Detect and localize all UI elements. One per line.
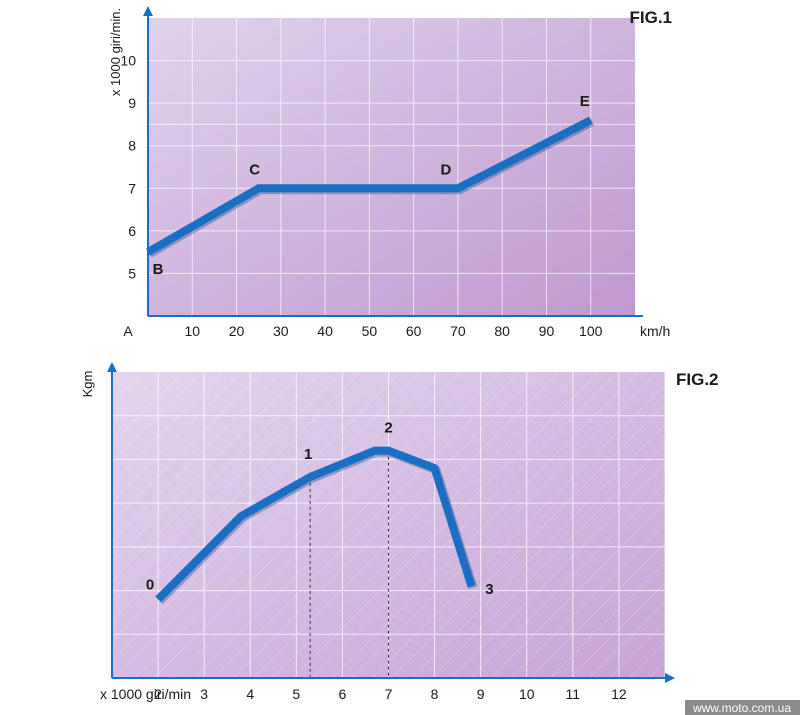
fig1-y-tick: 10 [120,53,136,69]
fig1-x-tick: 100 [579,323,603,339]
fig1-series [146,116,595,258]
fig2-x-tick: 6 [339,686,347,702]
fig2-point-label: 1 [304,446,312,463]
fig1-x-tick: 50 [362,323,378,339]
fig2-x-tick: 12 [611,686,627,702]
fig1-points: B C D E [153,93,590,278]
fig2-x-arrow [665,673,675,683]
fig1-x-tick: 90 [539,323,555,339]
watermark: www.moto.com.ua [692,701,791,715]
fig1-y-tick: 7 [128,180,136,196]
fig2-axes [107,362,675,683]
fig1-x-tick: 60 [406,323,422,339]
fig2-x-tick: 7 [385,686,393,702]
fig1-xlabel: km/h [640,323,670,339]
fig2-ylabel: Kgm [80,371,95,398]
fig1-y-tick: 6 [128,223,136,239]
fig1-point-label: B [153,261,164,278]
fig2-x-tick: 3 [200,686,208,702]
fig2-x-tick: 4 [246,686,254,702]
fig1-x-tick: 20 [229,323,245,339]
fig1-point-label: D [440,161,451,178]
fig2-x-tick: 9 [477,686,485,702]
fig1-point-label: E [580,93,590,110]
fig2-ticks: 2 3 4 5 6 7 8 9 10 11 12 [154,686,627,702]
fig1-ticks: 10 20 30 40 50 60 70 80 90 100 5 6 7 8 9 10 [120,53,602,339]
fig2-x-tick: 10 [519,686,535,702]
fig1-axes [143,6,643,317]
fig2-point-label: 3 [485,581,493,598]
fig1-origin-label: A [123,323,133,339]
fig2-point-label: 0 [146,576,154,593]
fig2-x-tick: 2 [154,686,162,702]
fig1-series-line [146,116,593,256]
fig1-y-arrow [143,6,153,16]
fig1-x-tick: 80 [494,323,510,339]
fig2-series-line [155,446,476,603]
fig1-x-tick: 40 [317,323,333,339]
fig2-x-tick: 8 [431,686,439,702]
fig2-series [155,446,478,604]
fig1-y-tick: 5 [128,265,136,281]
fig2-y-arrow [107,362,117,372]
fig1-ylabel: x 1000 giri/min. [108,8,123,96]
fig2-xlabel: x 1000 giri/min [100,686,191,702]
fig1-point-label: C [249,161,260,178]
fig2-x-tick: 11 [566,686,581,702]
fig1-x-tick: 30 [273,323,289,339]
fig2-guides [309,450,389,678]
watermark-bg [685,700,800,715]
fig1-y-tick: 8 [128,138,136,154]
fig2-point-label: 2 [384,420,392,437]
fig2-label: FIG.2 [676,370,719,389]
fig1-y-tick: 9 [128,95,136,111]
fig2-x-tick: 5 [292,686,300,702]
fig2-points: 0 1 2 3 [146,420,494,599]
fig1-x-tick: 10 [184,323,200,339]
fig1-label: FIG.1 [629,8,672,27]
fig1-x-tick: 70 [450,323,466,339]
fig1-plot-area [148,18,635,316]
